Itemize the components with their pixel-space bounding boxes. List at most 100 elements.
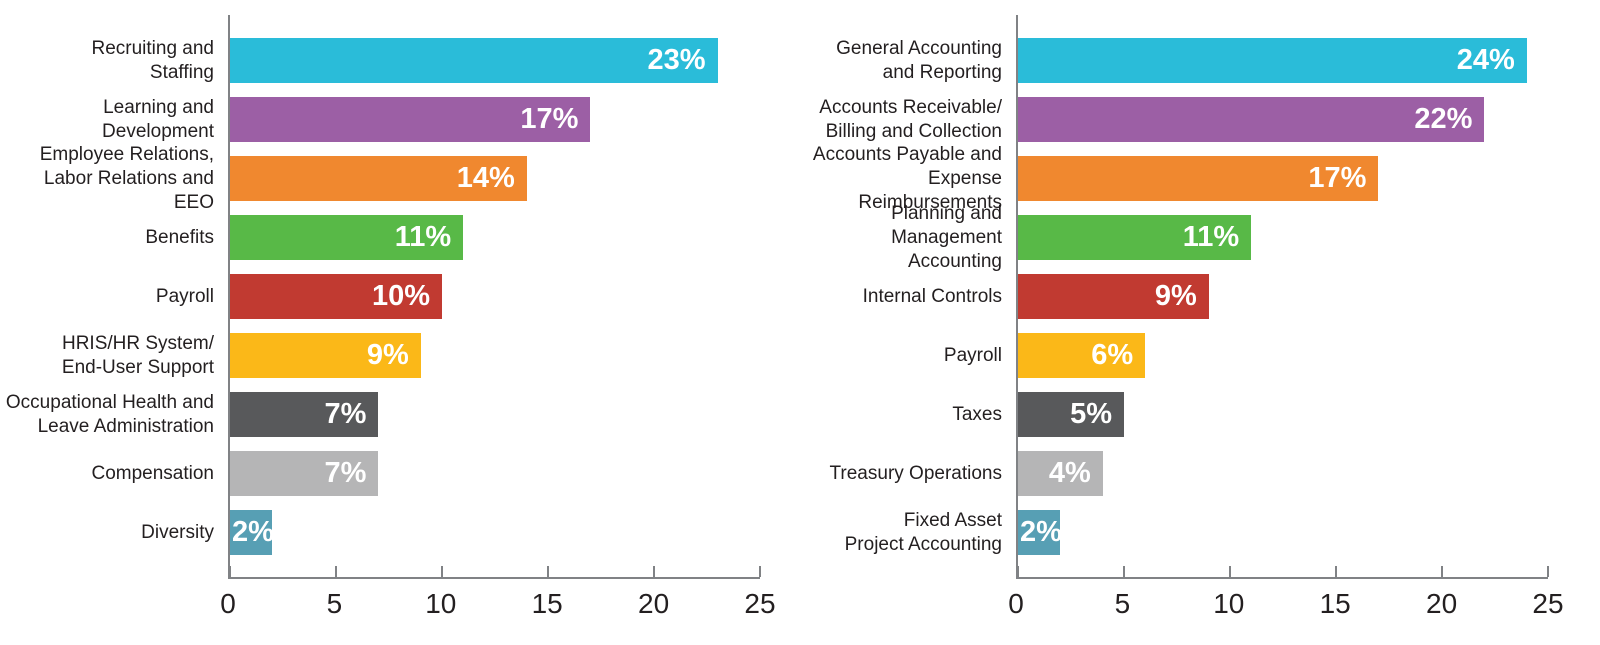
bar: 7% — [230, 451, 379, 496]
category-label: Payroll — [943, 344, 1002, 366]
accounting-x-axis: 0 5 10 15 20 25 — [1008, 579, 1563, 625]
category-label: HRIS/HR System/ End-User Support — [61, 332, 214, 378]
dual-bar-chart-figure: Recruiting and Staffing Learning and Deve… — [0, 15, 1564, 625]
hr-category-labels: Recruiting and Staffing Learning and Deve… — [0, 15, 228, 579]
category-label: Recruiting and Staffing — [91, 37, 214, 83]
axis-tick-label: 5 — [1114, 588, 1131, 619]
bar-value-label: 24% — [1456, 44, 1515, 76]
axis-tick-label: 20 — [638, 588, 670, 619]
bar: 17% — [230, 97, 591, 142]
bar: 5% — [1018, 392, 1124, 437]
bar-row: 9% — [1018, 274, 1548, 319]
bar: 10% — [230, 274, 442, 319]
category-label: Accounts Payable and Expense Reimburseme… — [812, 143, 1002, 213]
axis-tick — [653, 566, 655, 577]
axis-tick-label: 10 — [425, 588, 457, 619]
bar: 9% — [1018, 274, 1209, 319]
category-label: Internal Controls — [862, 285, 1002, 307]
category-label: Payroll — [155, 285, 214, 307]
bar: 17% — [1018, 156, 1379, 201]
bar-row: 11% — [230, 215, 760, 260]
bar: 4% — [1018, 451, 1103, 496]
hr-x-axis: 0 5 10 15 20 25 — [220, 579, 775, 625]
bar-row: 10% — [230, 274, 760, 319]
axis-tick — [1229, 566, 1231, 577]
bar-value-label: 22% — [1414, 103, 1473, 135]
bar-row: 24% — [1018, 38, 1548, 83]
axis-tick-label: 15 — [531, 588, 563, 619]
bar-value-label: 2% — [1020, 516, 1062, 548]
accounting-plot-area: 24% 22% 17% 11% 9% 6% 5% 4% 2% — [1016, 15, 1549, 579]
axis-tick-label: 25 — [744, 588, 776, 619]
category-label: Compensation — [91, 462, 214, 484]
axis-tick-label: 5 — [326, 588, 343, 619]
category-label: Taxes — [952, 403, 1002, 425]
accounting-functions-chart: General Accounting and Reporting Accounts… — [800, 15, 1564, 625]
axis-tick-label: 0 — [220, 588, 236, 619]
bar-value-label: 23% — [647, 44, 706, 76]
category-label: Learning and Development — [102, 96, 214, 142]
axis-tick — [1123, 566, 1125, 577]
axis-tick-label: 25 — [1532, 588, 1564, 619]
bar: 14% — [230, 156, 527, 201]
category-label: Fixed Asset Project Accounting — [844, 509, 1002, 555]
axis-tick — [759, 566, 761, 577]
bar-row: 6% — [1018, 333, 1548, 378]
bar: 2% — [1018, 510, 1062, 555]
bar: 7% — [230, 392, 379, 437]
axis-tick-label: 15 — [1319, 588, 1351, 619]
category-label: Benefits — [145, 226, 214, 248]
bar-row: 4% — [1018, 451, 1548, 496]
bar: 2% — [230, 510, 274, 555]
bar-row: 22% — [1018, 97, 1548, 142]
bar-value-label: 7% — [324, 457, 367, 489]
bar-value-label: 17% — [520, 103, 579, 135]
axis-tick-label: 20 — [1426, 588, 1458, 619]
bar-row: 17% — [230, 97, 760, 142]
bar: 23% — [230, 38, 718, 83]
bar-value-label: 11% — [1182, 221, 1240, 253]
bar: 24% — [1018, 38, 1527, 83]
category-label: Occupational Health and Leave Administra… — [5, 391, 214, 437]
bar-value-label: 14% — [456, 162, 515, 194]
bar-row: 7% — [230, 392, 760, 437]
axis-tick — [547, 566, 549, 577]
axis-tick-label: 0 — [1008, 588, 1024, 619]
axis-tick — [1017, 566, 1019, 577]
bar-value-label: 17% — [1308, 162, 1367, 194]
axis-tick — [1547, 566, 1549, 577]
bar-value-label: 2% — [232, 516, 274, 548]
category-label: Accounts Receivable/ Billing and Collect… — [819, 96, 1002, 142]
axis-tick — [1441, 566, 1443, 577]
bar-row: 9% — [230, 333, 760, 378]
bar-value-label: 4% — [1048, 457, 1091, 489]
axis-tick — [229, 566, 231, 577]
bar-value-label: 7% — [324, 398, 367, 430]
hr-functions-chart: Recruiting and Staffing Learning and Deve… — [0, 15, 776, 625]
category-label: Diversity — [141, 521, 214, 543]
bar: 9% — [230, 333, 421, 378]
category-label: Planning and Management Accounting — [891, 202, 1002, 272]
bar-row: 17% — [1018, 156, 1548, 201]
axis-tick — [1335, 566, 1337, 577]
bar-row: 2% — [1018, 510, 1548, 555]
bar: 6% — [1018, 333, 1146, 378]
bar-value-label: 6% — [1091, 339, 1134, 371]
accounting-category-labels: General Accounting and Reporting Accounts… — [800, 15, 1016, 579]
bar-value-label: 10% — [371, 280, 430, 312]
bar-row: 14% — [230, 156, 760, 201]
axis-tick-label: 10 — [1213, 588, 1245, 619]
bar-value-label: 11% — [394, 221, 452, 253]
bar: 11% — [230, 215, 464, 260]
axis-tick — [335, 566, 337, 577]
category-label: Employee Relations, Labor Relations and … — [39, 143, 214, 213]
bar: 11% — [1018, 215, 1252, 260]
bar-value-label: 9% — [366, 339, 409, 371]
category-label: General Accounting and Reporting — [836, 37, 1002, 83]
bar-row: 7% — [230, 451, 760, 496]
bar-row: 23% — [230, 38, 760, 83]
bar-row: 2% — [230, 510, 760, 555]
bar-row: 11% — [1018, 215, 1548, 260]
hr-plot-area: 23% 17% 14% 11% 10% 9% 7% 7% 2% — [228, 15, 761, 579]
bar-value-label: 5% — [1070, 398, 1112, 430]
